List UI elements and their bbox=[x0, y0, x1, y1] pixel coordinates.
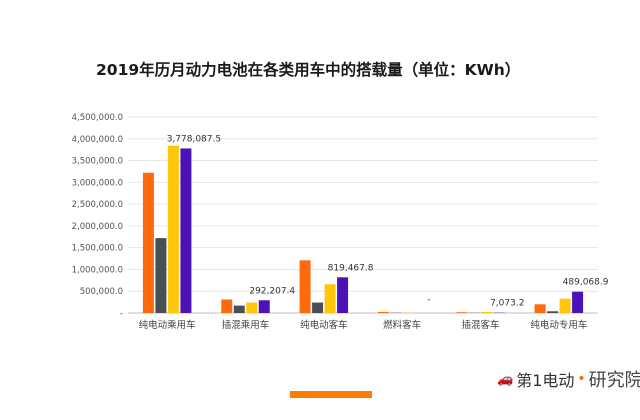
bar-series3 bbox=[559, 298, 571, 313]
bar-series3 bbox=[481, 312, 493, 313]
category-label: 纯电动客车 bbox=[300, 319, 348, 331]
watermark: 🚗 第1电动 • 研究院 bbox=[497, 366, 640, 392]
bar-series2 bbox=[233, 305, 245, 313]
dot-icon: • bbox=[577, 371, 586, 387]
category-label: 插混乘用车 bbox=[222, 319, 270, 331]
category-label: 燃料客车 bbox=[383, 319, 421, 331]
chart-title: 2019年历月动力电池在各类用车中的搭载量（单位：KWh） bbox=[96, 61, 521, 79]
bar-series4 bbox=[572, 291, 584, 313]
bar-series1 bbox=[377, 311, 389, 313]
data-labels: 3,778,087.5 292,207.4 819,467.8 - 7,073.2 489… bbox=[167, 134, 609, 308]
y-axis-ticks: - 500,000.0 1,000,000.0 1,500,000.0 2,000,00… bbox=[72, 113, 123, 319]
y-tick-label: 4,000,000.0 bbox=[72, 135, 123, 145]
data-label: 3,778,087.5 bbox=[167, 134, 221, 144]
bar-series1 bbox=[456, 312, 468, 313]
bar-series2 bbox=[312, 302, 324, 313]
data-label: 489,068.9 bbox=[563, 278, 609, 288]
bar-series1 bbox=[534, 304, 546, 313]
y-tick-label: 4,500,000.0 bbox=[72, 113, 123, 123]
bar-series1 bbox=[299, 260, 311, 313]
bar-series1 bbox=[142, 172, 154, 313]
decorative-bar bbox=[290, 391, 372, 398]
car-logo-icon: 🚗 bbox=[497, 371, 514, 387]
bar-series4 bbox=[180, 148, 192, 313]
category-labels: 纯电动乘用车 插混乘用车 纯电动客车 燃料客车 插混客车 纯电动专用车 bbox=[139, 319, 588, 331]
data-label: 7,073.2 bbox=[490, 299, 524, 309]
y-tick-label: 2,000,000.0 bbox=[72, 222, 123, 232]
data-label: 292,207.4 bbox=[249, 286, 295, 296]
data-label: - bbox=[427, 295, 430, 305]
bar-series4 bbox=[258, 300, 270, 313]
y-tick-label: 3,000,000.0 bbox=[72, 178, 123, 188]
bars bbox=[142, 145, 584, 313]
y-tick-label: 3,500,000.0 bbox=[72, 157, 123, 167]
y-tick-label: 2,500,000.0 bbox=[72, 200, 123, 210]
bar-series2 bbox=[547, 311, 559, 313]
bar-series1 bbox=[221, 299, 233, 313]
watermark-suffix: 研究院 bbox=[588, 370, 640, 391]
bar-series3 bbox=[324, 284, 336, 313]
category-label: 纯电动乘用车 bbox=[139, 319, 196, 331]
bar-series2 bbox=[155, 238, 167, 313]
watermark-brand: 第1电动 bbox=[516, 371, 575, 390]
bar-series3 bbox=[167, 145, 179, 313]
data-label: 819,467.8 bbox=[328, 263, 374, 273]
y-tick-label: 1,500,000.0 bbox=[72, 244, 123, 254]
y-tick-label: 500,000.0 bbox=[80, 287, 123, 297]
grid-lines bbox=[128, 116, 598, 314]
category-label: 纯电动专用车 bbox=[530, 319, 587, 331]
category-label: 插混客车 bbox=[461, 319, 499, 331]
bar-series4 bbox=[337, 277, 349, 313]
y-tick-label: - bbox=[120, 309, 123, 319]
y-tick-label: 1,000,000.0 bbox=[72, 265, 123, 275]
bar-series3 bbox=[246, 302, 258, 313]
